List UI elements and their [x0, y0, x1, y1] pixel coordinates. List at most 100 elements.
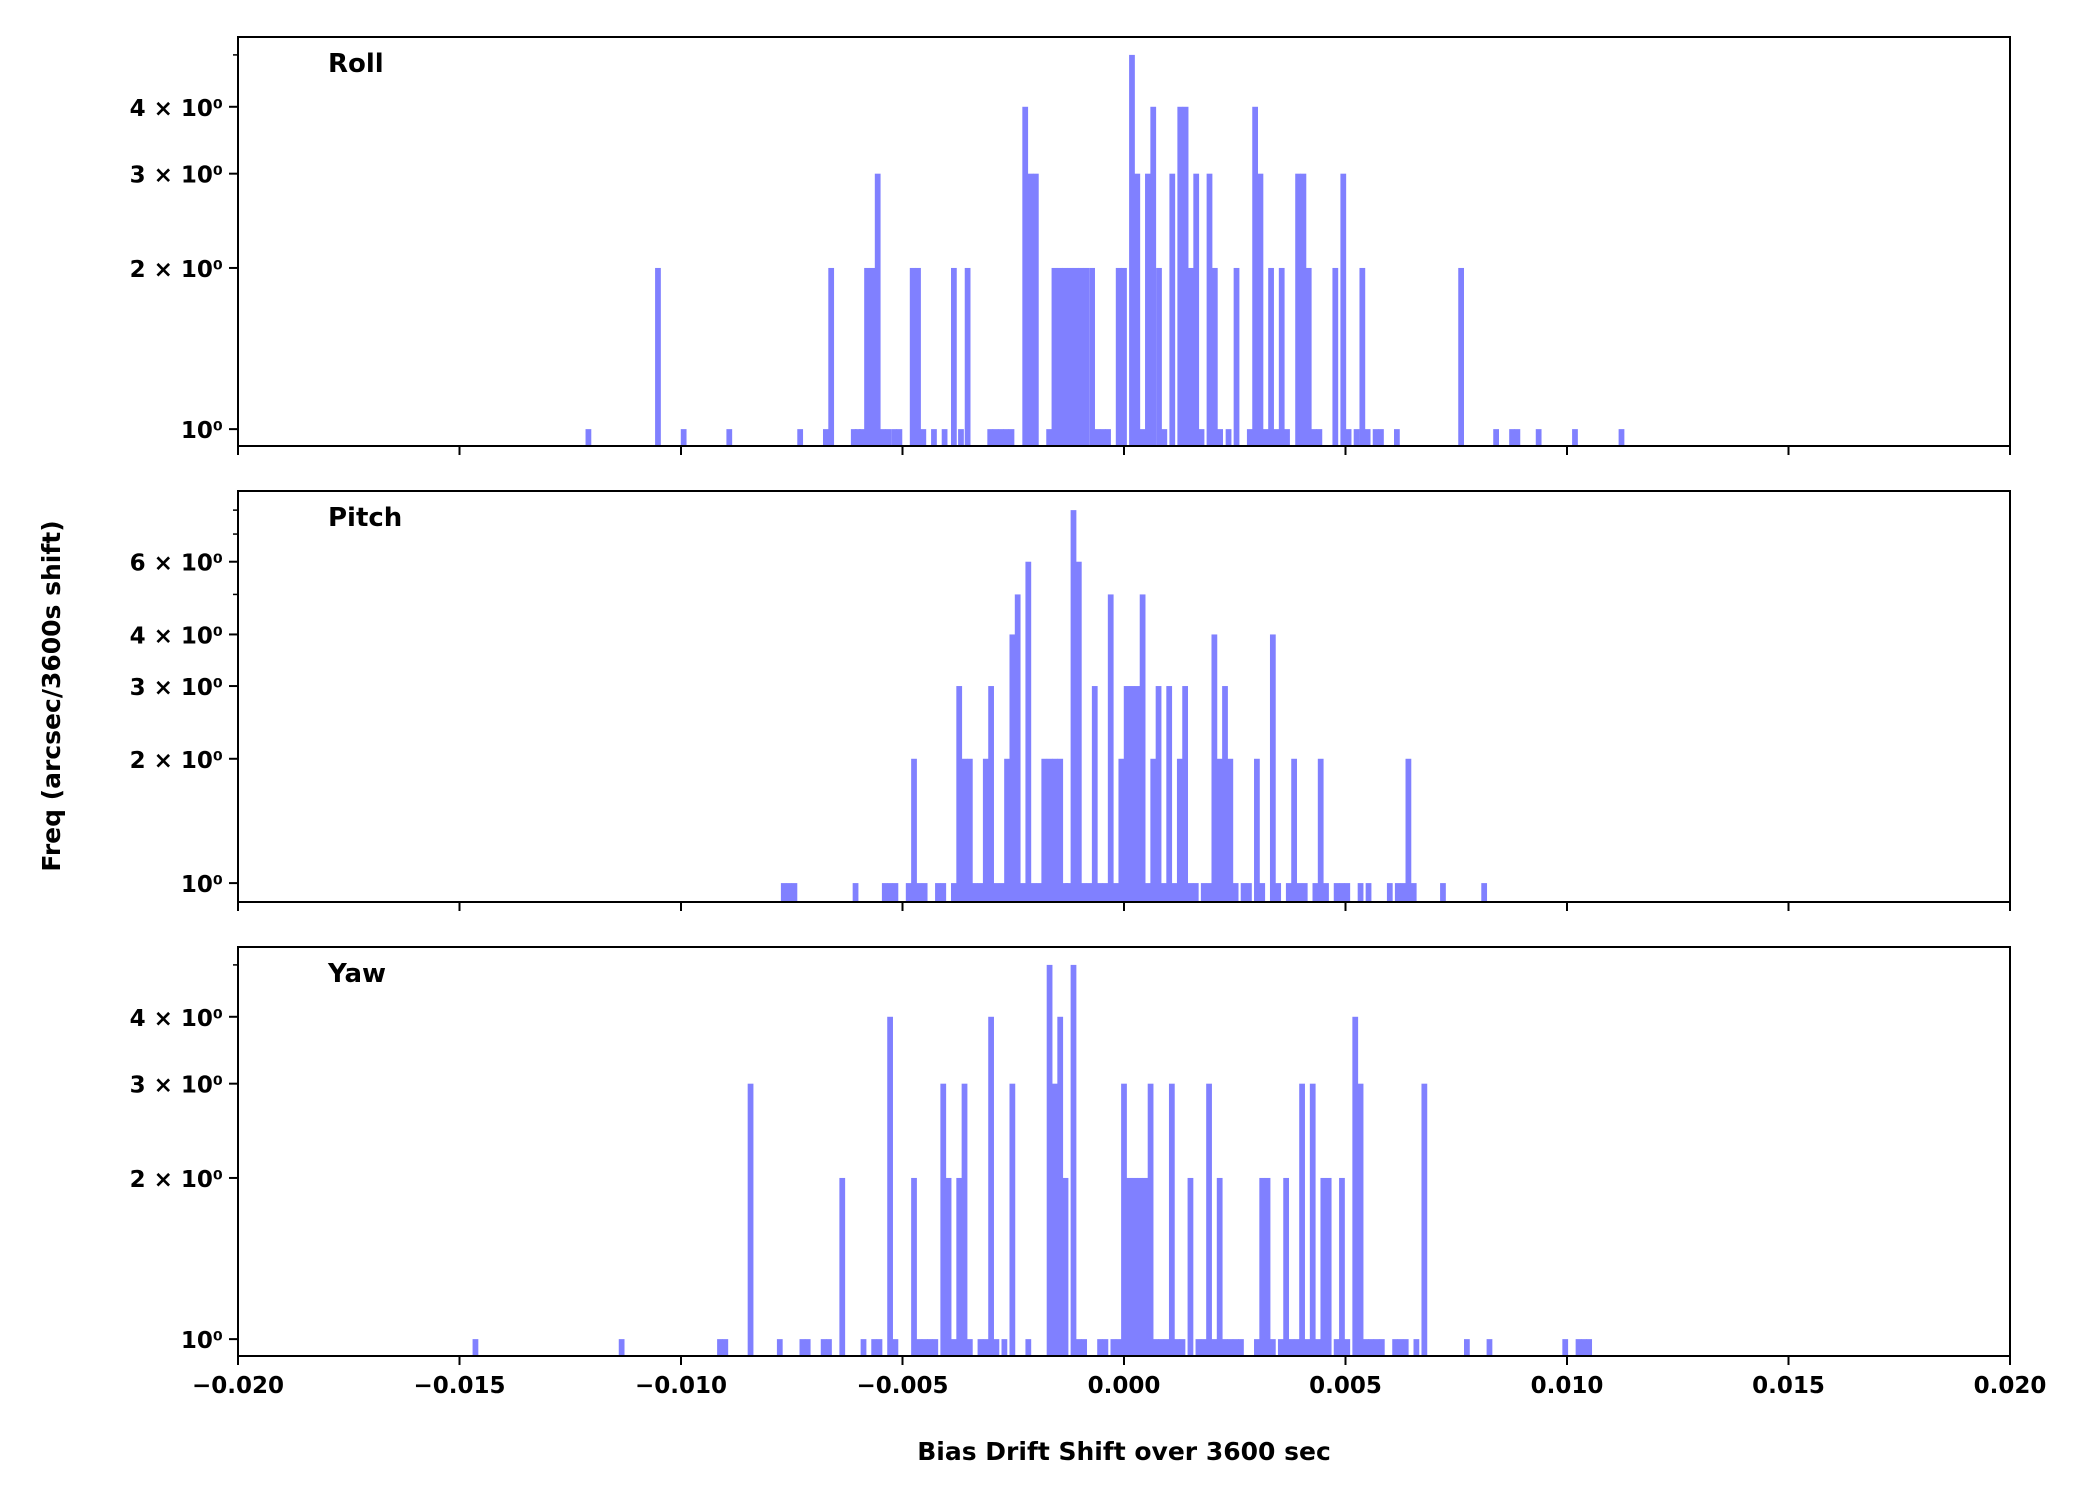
- histogram-bar: [987, 429, 994, 446]
- histogram-bar: [585, 429, 592, 446]
- histogram-bar: [1344, 1339, 1351, 1356]
- histogram-bar: [1075, 561, 1082, 902]
- histogram-bar: [1051, 267, 1058, 446]
- histogram-bar: [1129, 54, 1135, 446]
- histogram-bar: [1378, 1339, 1385, 1356]
- histogram-bar: [892, 883, 899, 902]
- histogram-bar: [1246, 429, 1253, 446]
- y-tick-label: 6 × 10⁰: [130, 551, 223, 577]
- histogram-bar: [1259, 1177, 1266, 1356]
- histogram-bar: [776, 1339, 783, 1356]
- histogram-bar: [804, 1339, 811, 1356]
- histogram-bar: [864, 267, 870, 446]
- histogram-bar: [997, 429, 1004, 446]
- histogram-bar: [966, 1339, 973, 1356]
- histogram-bar: [1301, 883, 1308, 902]
- histogram-bar: [1003, 429, 1010, 446]
- histogram-bar: [1259, 883, 1266, 902]
- histogram-bar: [956, 1177, 963, 1356]
- histogram-bar: [1481, 883, 1488, 902]
- histogram-bar: [1283, 1177, 1290, 1356]
- histogram-bar: [951, 1339, 957, 1356]
- histogram-bar: [1402, 1339, 1409, 1356]
- histogram-bar: [1227, 1339, 1234, 1356]
- histogram-bar: [1394, 429, 1400, 446]
- histogram-bar: [977, 1339, 984, 1356]
- histogram-bar: [1195, 1339, 1202, 1356]
- histogram-bar: [1273, 429, 1280, 446]
- histogram-bar: [1200, 883, 1207, 902]
- histogram-bar: [1254, 758, 1260, 902]
- histogram-bar: [1142, 1177, 1149, 1356]
- histogram-bar: [1102, 1339, 1109, 1356]
- histogram-bar: [1032, 173, 1039, 446]
- histogram-bar: [1357, 883, 1364, 902]
- histogram-bar: [852, 883, 859, 902]
- x-tick-label: −0.015: [413, 1373, 505, 1399]
- histogram-bar: [887, 883, 893, 902]
- panel-roll: 10⁰ 2 × 10⁰ 3 × 10⁰ 4 × 10⁰ Roll: [130, 36, 2011, 455]
- histogram-bar: [1440, 883, 1446, 902]
- histogram-bar: [1008, 429, 1015, 446]
- histogram-bar: [1174, 1339, 1181, 1356]
- histogram-bar: [1110, 1339, 1117, 1356]
- histogram-bar: [1001, 1339, 1008, 1356]
- histogram-bar: [1618, 429, 1625, 446]
- histogram-bar: [1211, 267, 1218, 446]
- histogram-bar: [1317, 758, 1324, 902]
- histogram-bar: [1067, 267, 1074, 446]
- x-axis-label: Bias Drift Shift over 3600 sec: [917, 1437, 1331, 1466]
- histogram-bar: [1150, 758, 1157, 902]
- histogram-bar: [945, 1177, 952, 1356]
- histogram-bar: [1179, 1339, 1186, 1356]
- histogram-bar: [1145, 173, 1151, 446]
- histogram-bar: [1352, 1016, 1359, 1356]
- histogram-bar: [1211, 634, 1218, 902]
- histogram-bar: [1372, 429, 1379, 446]
- histogram-bar: [1078, 267, 1084, 446]
- histogram-bar: [1368, 1339, 1375, 1356]
- histogram-bar: [1102, 883, 1109, 902]
- histogram-bar: [858, 429, 865, 446]
- y-tick-label: 4 × 10⁰: [130, 96, 223, 122]
- y-tick-label: 10⁰: [181, 418, 223, 444]
- histogram-bar: [1232, 1339, 1239, 1356]
- histogram-bar: [1192, 883, 1199, 902]
- histogram-bar: [1323, 883, 1329, 902]
- histogram-bar: [1062, 267, 1068, 446]
- histogram-bar: [982, 758, 989, 902]
- histogram-bar: [1168, 1083, 1175, 1356]
- histogram-bar: [1227, 758, 1234, 902]
- histogram-bar: [722, 1339, 729, 1356]
- bars: [585, 54, 1625, 446]
- histogram-bar: [1145, 883, 1151, 902]
- histogram-bar: [1153, 1339, 1159, 1356]
- histogram-bar: [1198, 429, 1205, 446]
- histogram-bar: [797, 429, 804, 446]
- histogram-bar: [747, 1083, 754, 1356]
- histogram-bar: [1188, 267, 1194, 446]
- histogram-bar: [1262, 429, 1269, 446]
- histogram-bar: [791, 883, 798, 902]
- histogram-bar: [1535, 429, 1542, 446]
- histogram-bar: [1333, 883, 1340, 902]
- histogram-bar: [1333, 1339, 1340, 1356]
- histogram-bar: [1284, 429, 1290, 446]
- histogram-bar: [1107, 594, 1114, 902]
- histogram-bar: [1413, 1339, 1420, 1356]
- histogram-bar: [839, 1177, 846, 1356]
- x-tick-label: −0.005: [856, 1373, 948, 1399]
- histogram-bar: [1353, 429, 1360, 446]
- bars: [472, 964, 1593, 1356]
- histogram-bar: [885, 429, 892, 446]
- histogram-bar: [1311, 429, 1317, 446]
- histogram-bar: [1065, 883, 1072, 902]
- y-tick-label: 3 × 10⁰: [130, 163, 223, 189]
- histogram-bar: [1129, 686, 1135, 902]
- histogram-bar: [1206, 883, 1212, 902]
- histogram-bar: [799, 1339, 806, 1356]
- histogram-bar: [1150, 106, 1157, 446]
- histogram-bar: [1246, 883, 1252, 902]
- histogram-bar: [1344, 883, 1351, 902]
